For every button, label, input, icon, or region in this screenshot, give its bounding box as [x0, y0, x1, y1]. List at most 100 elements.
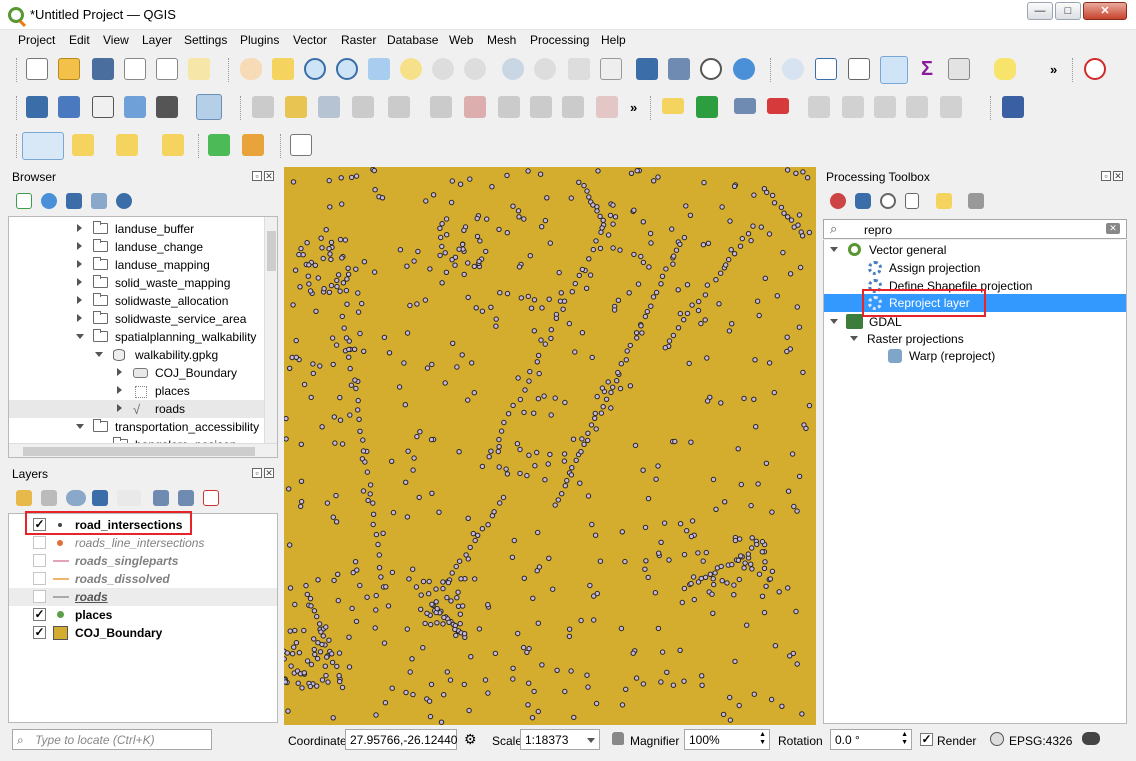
close-icon[interactable]: ✕: [1113, 171, 1123, 181]
collapse-arrow-icon[interactable]: [850, 336, 858, 341]
help-icon[interactable]: [1002, 96, 1024, 118]
close-icon[interactable]: ✕: [264, 468, 274, 478]
layer-visibility-checkbox[interactable]: ✓: [33, 607, 46, 621]
filter-icon[interactable]: [66, 193, 82, 209]
label-toolbar-icon[interactable]: [662, 98, 684, 114]
zoom-full-icon[interactable]: [368, 58, 390, 80]
spin-arrows-icon[interactable]: ▲ ▼: [901, 731, 908, 746]
collapse-arrow-icon[interactable]: [95, 352, 103, 357]
browser-item[interactable]: solidwaste_allocation: [9, 292, 265, 310]
show-hide-labels-icon[interactable]: [842, 96, 864, 118]
menu-layer[interactable]: Layer: [142, 33, 173, 47]
new-print-layout-icon[interactable]: [124, 58, 146, 80]
statistics-sigma-icon[interactable]: Σ: [916, 58, 938, 80]
layer-visibility-checkbox[interactable]: ✓: [33, 517, 46, 531]
menu-raster[interactable]: Raster: [341, 33, 377, 47]
processing-group[interactable]: Vector general: [824, 241, 1126, 259]
undo-icon[interactable]: [596, 96, 618, 118]
mesh-calculator-icon[interactable]: [196, 94, 222, 120]
refresh-icon[interactable]: [733, 58, 755, 80]
browser-item[interactable]: landuse_buffer: [9, 220, 265, 238]
processing-algorithm[interactable]: Assign projection: [824, 259, 1126, 277]
options-wrench-icon[interactable]: [968, 193, 984, 209]
pan-hand-icon[interactable]: [240, 58, 262, 80]
layer-visibility-checkbox[interactable]: ✓: [33, 625, 46, 639]
browser-item[interactable]: solid_waste_mapping: [9, 274, 265, 292]
vertical-scrollbar[interactable]: [264, 217, 277, 443]
processing-dock-buttons[interactable]: ▫ ✕: [1099, 171, 1123, 181]
zoom-next-icon[interactable]: [534, 58, 556, 80]
style-manager-icon[interactable]: [188, 58, 210, 80]
collapse-arrow-icon[interactable]: [830, 247, 838, 252]
float-icon[interactable]: ▫: [1101, 171, 1111, 181]
menu-database[interactable]: Database: [387, 33, 439, 47]
attribute-table-icon[interactable]: [815, 58, 837, 80]
move-label-icon[interactable]: [808, 96, 830, 118]
rotation-spinbox[interactable]: 0.0 ° ▲ ▼: [830, 729, 912, 750]
menu-mesh[interactable]: Mesh: [487, 33, 517, 47]
layer-item[interactable]: ✓ COJ_Boundary: [33, 625, 163, 640]
zoom-to-layer-icon[interactable]: [432, 58, 454, 80]
new-3d-map-view-icon[interactable]: [600, 58, 622, 80]
browser-item[interactable]: COJ_Boundary: [9, 364, 265, 382]
processing-tree[interactable]: Vector general Assign projection Define …: [823, 240, 1127, 724]
processing-group[interactable]: GDAL: [824, 313, 1126, 331]
new-map-view-icon[interactable]: [568, 58, 590, 80]
menu-web[interactable]: Web: [449, 33, 474, 47]
expand-arrow-icon[interactable]: [77, 224, 82, 232]
menu-settings[interactable]: Settings: [184, 33, 228, 47]
add-vector-icon[interactable]: [92, 96, 114, 118]
coordinate-field[interactable]: 27.95766,-26.12440: [345, 729, 457, 750]
add-selected-icon[interactable]: [16, 193, 32, 209]
cut-features-icon[interactable]: [498, 96, 520, 118]
browser-item[interactable]: walkability.gpkg: [9, 346, 265, 364]
plugin-network-icon[interactable]: [1084, 58, 1106, 80]
float-icon[interactable]: ▫: [252, 468, 262, 478]
layer-item[interactable]: ✓ road_intersections: [33, 517, 183, 532]
save-edits-icon[interactable]: [318, 96, 340, 118]
zoom-last-icon[interactable]: [502, 58, 524, 80]
measure-line-icon[interactable]: [242, 134, 264, 156]
browser-item[interactable]: spatialplanning_walkability: [9, 328, 265, 346]
toggle-editing-pencil-icon[interactable]: [285, 96, 307, 118]
new-bookmark-icon[interactable]: [636, 58, 658, 80]
processing-toolbox-icon[interactable]: [880, 56, 908, 84]
edit-features-in-place-icon[interactable]: [936, 193, 952, 209]
menu-edit[interactable]: Edit: [69, 33, 90, 47]
highlight-labels-icon[interactable]: [767, 98, 789, 114]
expand-arrow-icon[interactable]: [117, 404, 122, 412]
messages-icon[interactable]: [1082, 732, 1100, 745]
identify-features-icon[interactable]: [782, 58, 804, 80]
browser-item[interactable]: transportation_accessibility: [9, 418, 265, 436]
digitize-icon[interactable]: [124, 96, 146, 118]
browser-item[interactable]: √ roads: [9, 400, 265, 418]
select-location-icon[interactable]: [162, 134, 184, 156]
zoom-to-selection-icon[interactable]: [400, 58, 422, 80]
rotate-label-icon[interactable]: [874, 96, 896, 118]
info-icon[interactable]: [116, 193, 132, 209]
select-by-expression-icon[interactable]: [72, 134, 94, 156]
copy-features-icon[interactable]: [530, 96, 552, 118]
locator-input[interactable]: ⌕ Type to locate (Ctrl+K): [12, 729, 212, 750]
collapse-arrow-icon[interactable]: [76, 334, 84, 339]
new-geopackage-icon[interactable]: [58, 96, 80, 118]
scrollbar-thumb[interactable]: [267, 231, 276, 271]
browser-tree[interactable]: landuse_buffer landuse_change landuse_ma…: [8, 216, 278, 458]
layer-item[interactable]: roads_line_intersections: [9, 534, 277, 552]
crs-label[interactable]: EPSG:4326: [1009, 734, 1073, 748]
layer-styling-icon[interactable]: [16, 490, 32, 506]
browser-item[interactable]: solidwaste_service_area: [9, 310, 265, 328]
expand-arrow-icon[interactable]: [77, 314, 82, 322]
add-group-icon[interactable]: [41, 490, 57, 506]
show-bookmarks-icon[interactable]: [668, 58, 690, 80]
models-icon[interactable]: [830, 193, 846, 209]
vertex-tool-icon[interactable]: [388, 96, 410, 118]
layer-item[interactable]: roads: [9, 588, 277, 606]
expand-arrow-icon[interactable]: [117, 386, 122, 394]
menu-project[interactable]: Project: [18, 33, 56, 47]
browser-item[interactable]: landuse_mapping: [9, 256, 265, 274]
expand-arrow-icon[interactable]: [77, 242, 82, 250]
refresh-icon[interactable]: [41, 193, 57, 209]
measure-icon[interactable]: [948, 58, 970, 80]
render-checkbox[interactable]: ✓: [920, 732, 933, 746]
